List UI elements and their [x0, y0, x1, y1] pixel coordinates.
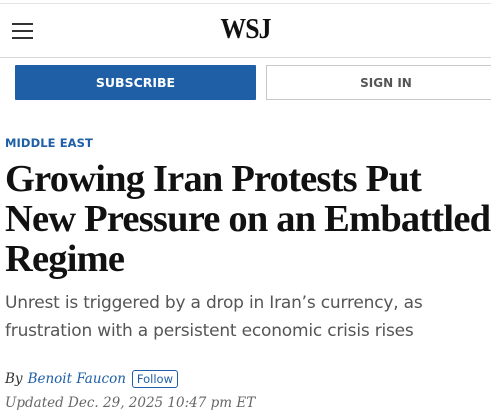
byline: By Benoit Faucon Follow	[5, 370, 178, 388]
author-link[interactable]: Benoit Faucon	[27, 371, 126, 387]
hamburger-menu-icon[interactable]	[12, 22, 33, 39]
top-divider	[0, 3, 491, 4]
site-header: WSJ	[0, 4, 491, 58]
article-dek: Unrest is triggered by a drop in Iran’s …	[5, 293, 423, 341]
subscribe-button[interactable]: SUBSCRIBE	[15, 65, 256, 100]
article-headline: Growing Iran Protests Put New Pressure o…	[5, 158, 491, 280]
menu-icon-bar	[12, 30, 33, 32]
wsj-logo[interactable]: WSJ	[220, 14, 271, 45]
menu-icon-bar	[12, 37, 33, 39]
follow-button[interactable]: Follow	[131, 370, 178, 388]
section-label[interactable]: MIDDLE EAST	[5, 136, 93, 150]
article-timestamp: Updated Dec. 29, 2025 10:47 pm ET	[5, 395, 256, 411]
sign-in-button[interactable]: SIGN IN	[266, 65, 491, 100]
byline-prefix: By	[5, 371, 23, 387]
menu-icon-bar	[12, 23, 33, 25]
